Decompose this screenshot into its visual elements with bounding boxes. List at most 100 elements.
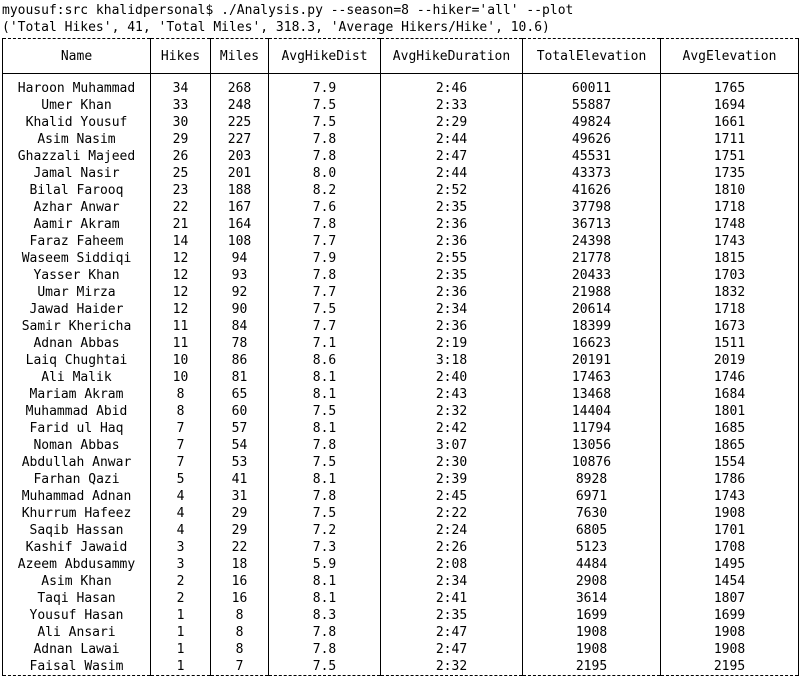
cell-name: Aamir Akram	[2, 216, 151, 233]
cell-total-elevation: 13056	[522, 437, 661, 454]
table-row: Faraz Faheem 14 108 7.7 2:36 24398 1743	[2, 233, 799, 250]
cell-total-elevation: 14404	[522, 403, 661, 420]
header-miles: Miles	[210, 38, 269, 74]
cell-miles: 60	[210, 403, 269, 420]
cell-name: Asim Nasim	[2, 131, 151, 148]
cell-miles: 29	[210, 505, 269, 522]
cell-total-elevation: 41626	[522, 182, 661, 199]
table-row: Kashif Jawaid 3 22 7.3 2:26 5123 1708	[2, 539, 799, 556]
cell-avg-elevation: 1801	[660, 403, 799, 420]
terminal-window[interactable]: myousuf:src khalidpersonal$ ./Analysis.p…	[0, 0, 802, 676]
cell-avg-hike-duration: 2:26	[380, 539, 523, 556]
cell-name: Umer Khan	[2, 97, 151, 114]
cell-avg-hike-dist: 7.5	[268, 454, 381, 471]
cell-avg-elevation: 1699	[660, 607, 799, 624]
cell-avg-hike-duration: 2:24	[380, 522, 523, 539]
table-row: Ghazzali Majeed 26 203 7.8 2:47 45531 1751	[2, 148, 799, 165]
header-avg-hike-dist: AvgHikeDist	[268, 38, 381, 74]
cell-avg-elevation: 1454	[660, 573, 799, 590]
cell-avg-elevation: 2019	[660, 352, 799, 369]
cell-total-elevation: 4484	[522, 556, 661, 573]
cell-avg-hike-duration: 2:32	[380, 403, 523, 420]
cell-hikes: 7	[150, 437, 211, 454]
command-prompt-line: myousuf:src khalidpersonal$ ./Analysis.p…	[2, 3, 574, 18]
cell-name: Adnan Lawai	[2, 641, 151, 658]
cell-avg-elevation: 1703	[660, 267, 799, 284]
table-row: Asim Nasim 29 227 7.8 2:44 49626 1711	[2, 131, 799, 148]
cell-avg-elevation: 1751	[660, 148, 799, 165]
cell-hikes: 4	[150, 488, 211, 505]
cell-avg-elevation: 1810	[660, 182, 799, 199]
cell-hikes: 8	[150, 386, 211, 403]
cell-name: Khurrum Hafeez	[2, 505, 151, 522]
table-row: Azeem Abdusammy 3 18 5.9 2:08 4484 1495	[2, 556, 799, 573]
cell-avg-elevation: 1748	[660, 216, 799, 233]
cell-avg-hike-duration: 2:44	[380, 165, 523, 182]
cell-avg-elevation: 1511	[660, 335, 799, 352]
cell-hikes: 29	[150, 131, 211, 148]
table-row: Asim Khan 2 16 8.1 2:34 2908 1454	[2, 573, 799, 590]
cell-total-elevation: 6805	[522, 522, 661, 539]
cell-total-elevation: 5123	[522, 539, 661, 556]
cell-avg-hike-dist: 8.6	[268, 352, 381, 369]
cell-avg-elevation: 1554	[660, 454, 799, 471]
cell-avg-elevation: 1786	[660, 471, 799, 488]
cell-avg-elevation: 2195	[660, 658, 799, 676]
cell-total-elevation: 55887	[522, 97, 661, 114]
cell-hikes: 1	[150, 607, 211, 624]
cell-total-elevation: 2195	[522, 658, 661, 676]
cell-miles: 16	[210, 573, 269, 590]
cell-total-elevation: 7630	[522, 505, 661, 522]
cell-avg-hike-duration: 2:30	[380, 454, 523, 471]
cell-avg-elevation: 1743	[660, 488, 799, 505]
cell-miles: 16	[210, 590, 269, 607]
cell-avg-hike-duration: 2:45	[380, 488, 523, 505]
cell-avg-elevation: 1746	[660, 369, 799, 386]
cell-miles: 92	[210, 284, 269, 301]
cell-name: Ali Malik	[2, 369, 151, 386]
cell-hikes: 21	[150, 216, 211, 233]
cell-miles: 54	[210, 437, 269, 454]
cell-avg-hike-dist: 8.1	[268, 590, 381, 607]
cell-avg-elevation: 1765	[660, 73, 799, 97]
cell-miles: 81	[210, 369, 269, 386]
table-header-row: Name Hikes Miles AvgHikeDist AvgHikeDura…	[2, 38, 799, 74]
header-total-elevation: TotalElevation	[522, 38, 661, 74]
cell-miles: 22	[210, 539, 269, 556]
cell-avg-hike-dist: 7.8	[268, 488, 381, 505]
cell-hikes: 2	[150, 573, 211, 590]
cell-avg-hike-duration: 2:46	[380, 73, 523, 97]
cell-total-elevation: 20433	[522, 267, 661, 284]
cell-name: Abdullah Anwar	[2, 454, 151, 471]
cell-avg-hike-dist: 7.5	[268, 403, 381, 420]
cell-miles: 78	[210, 335, 269, 352]
cell-hikes: 25	[150, 165, 211, 182]
cell-miles: 8	[210, 641, 269, 658]
cell-name: Ali Ansari	[2, 624, 151, 641]
cell-avg-hike-duration: 3:18	[380, 352, 523, 369]
cell-avg-elevation: 1908	[660, 641, 799, 658]
table-row: Yasser Khan 12 93 7.8 2:35 20433 1703	[2, 267, 799, 284]
cell-miles: 18	[210, 556, 269, 573]
table-body: Haroon Muhammad 34 268 7.9 2:46 60011 1765 Umer…	[2, 73, 799, 676]
header-name: Name	[2, 38, 151, 74]
cell-hikes: 10	[150, 369, 211, 386]
table-row: Ali Malik 10 81 8.1 2:40 17463 1746	[2, 369, 799, 386]
cell-miles: 268	[210, 73, 269, 97]
cell-avg-elevation: 1908	[660, 624, 799, 641]
cell-name: Yasser Khan	[2, 267, 151, 284]
cell-name: Faisal Wasim	[2, 658, 151, 676]
cell-avg-hike-duration: 2:08	[380, 556, 523, 573]
cell-name: Laiq Chughtai	[2, 352, 151, 369]
header-hikes: Hikes	[150, 38, 211, 74]
cell-avg-hike-dist: 7.5	[268, 301, 381, 318]
cell-avg-hike-dist: 7.1	[268, 335, 381, 352]
cell-total-elevation: 10876	[522, 454, 661, 471]
cell-avg-hike-dist: 8.1	[268, 420, 381, 437]
table-row: Bilal Farooq 23 188 8.2 2:52 41626 1810	[2, 182, 799, 199]
cell-name: Muhammad Abid	[2, 403, 151, 420]
table-row: Saqib Hassan 4 29 7.2 2:24 6805 1701	[2, 522, 799, 539]
cell-avg-hike-duration: 2:22	[380, 505, 523, 522]
cell-avg-hike-dist: 5.9	[268, 556, 381, 573]
cell-hikes: 12	[150, 267, 211, 284]
